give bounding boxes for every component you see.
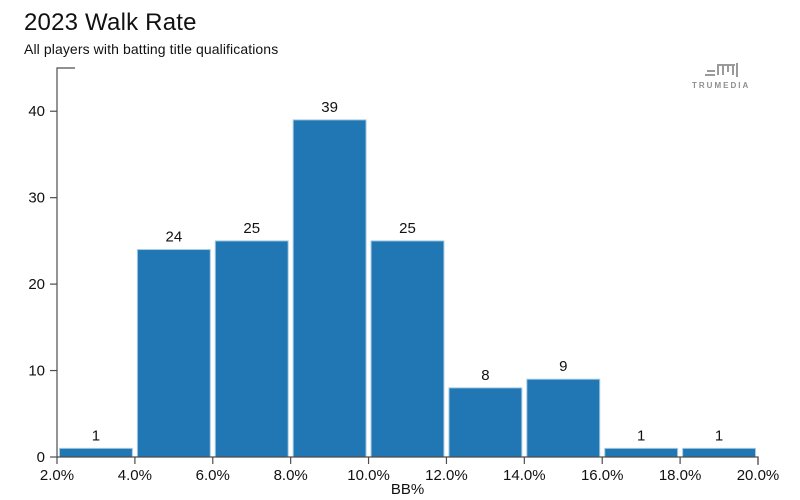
- bar-value-label: 1: [715, 427, 723, 444]
- histogram-bar: [370, 240, 445, 458]
- y-tick-label: 10: [28, 363, 45, 380]
- y-tick-label: 30: [28, 190, 45, 207]
- histogram-bar: [214, 240, 289, 458]
- x-tick-label: 10.0%: [347, 467, 390, 484]
- histogram-bar: [136, 249, 211, 458]
- chart-header: 2023 Walk Rate All players with batting …: [24, 9, 278, 57]
- x-tick-label: 16.0%: [581, 467, 624, 484]
- x-axis-title: BB%: [391, 481, 424, 498]
- y-tick-label: 20: [28, 276, 45, 293]
- x-tick-label: 12.0%: [425, 467, 468, 484]
- trumedia-logo-icon: [705, 63, 738, 77]
- bar-value-label: 39: [321, 99, 338, 116]
- histogram-bar: [682, 447, 756, 458]
- x-axis-line: [57, 456, 759, 465]
- x-tick-label: 6.0%: [196, 467, 230, 484]
- x-tick-label: 14.0%: [503, 467, 546, 484]
- trumedia-logo-text: TRUMEDIA: [692, 81, 751, 90]
- x-tick-label: 8.0%: [274, 467, 308, 484]
- histogram-bar: [292, 119, 367, 458]
- x-tick-label: 20.0%: [737, 467, 780, 484]
- x-tick-label: 2.0%: [40, 467, 74, 484]
- x-tick-label: 4.0%: [118, 467, 152, 484]
- bar-value-label: 9: [559, 358, 567, 375]
- page-title: 2023 Walk Rate: [24, 9, 197, 36]
- histogram-bar: [604, 447, 679, 458]
- x-tick-label: 18.0%: [659, 467, 702, 484]
- y-tick-label: 0: [37, 449, 45, 466]
- bar-value-label: 25: [243, 220, 260, 237]
- y-axis-line: [56, 67, 75, 457]
- y-tick-label: 40: [28, 103, 45, 120]
- bar-value-label: 25: [399, 220, 416, 237]
- histogram-bar: [526, 378, 601, 458]
- bar-value-label: 8: [481, 367, 489, 384]
- bar-value-label: 24: [165, 229, 182, 246]
- trumedia-logo: TRUMEDIA: [692, 62, 750, 90]
- bar-value-label: 1: [637, 427, 645, 444]
- histogram-bar: [59, 447, 133, 458]
- bar-value-label: 1: [92, 427, 100, 444]
- histogram-bar: [448, 387, 523, 458]
- page-subtitle: All players with batting title qualifica…: [24, 40, 279, 57]
